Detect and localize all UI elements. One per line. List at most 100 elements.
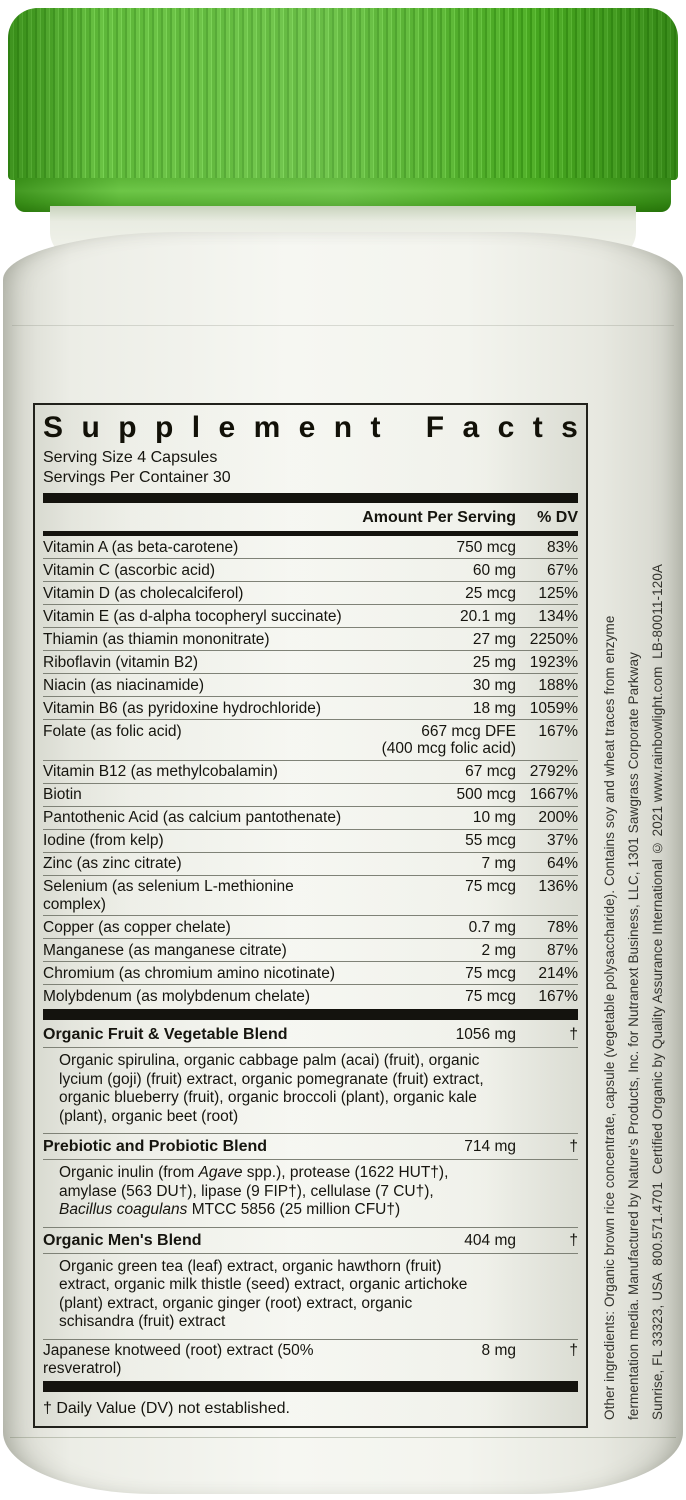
nutrient-row: Zinc (as zinc citrate) 7 mg 64% [43,851,578,875]
nutrient-amount: 30 mg [472,676,516,694]
nutrient-row: Vitamin E (as d-alpha tocopheryl succina… [43,604,578,627]
nutrient-dv: 214% [538,964,578,982]
title-letter: c [497,411,515,444]
nutrient-name: Pantothenic Acid (as calcium pantothenat… [43,809,342,826]
blend-sections: Organic Fruit & Vegetable Blend 1056 mg † O… [43,1022,578,1339]
nutrient-row: Selenium (as selenium L-methionine compl… [43,874,578,916]
blend-dv: † [569,1026,578,1043]
blend-dv: † [569,1231,578,1249]
nutrient-name: Vitamin A (as beta-carotene) [43,538,239,556]
nutrient-dv: 2250% [529,630,578,648]
nutrient-name: Vitamin B6 (as pyridoxine hydrochloride) [43,699,321,717]
nutrient-name: Molybdenum (as molybdenum chelate) [43,987,311,1005]
title-letter: S [43,411,64,444]
nutrient-dv: 67% [546,561,578,579]
title-letter: a [462,411,480,444]
nutrient-dv: 37% [546,832,578,849]
nutrient-amount: 8 mg [481,1342,516,1359]
nutrient-dv: 64% [546,855,578,872]
nutrient-dv: 1667% [529,786,578,803]
nutrient-name: Chromium (as chromium amino nicotinate) [43,964,336,982]
side-text-line: Sunrise, FL 33323, USA 800.571.4701 Cert… [650,563,665,1420]
nutrient-name: Niacin (as niacinamide) [43,676,205,694]
nutrient-name: Riboflavin (vitamin B2) [43,653,199,671]
nutrient-row: Iodine (from kelp) 55 mcg 37% [43,828,578,852]
bottle-shoulder-crease [12,325,674,326]
cap-ribbed-texture [8,8,678,180]
nutrient-dv: 2792% [529,763,578,780]
nutrient-row: Riboflavin (vitamin B2) 25 mg 1923% [43,650,578,673]
nutrient-dv: 1059% [529,699,578,717]
column-header-dv: % DV [537,509,578,526]
blend-desc-latin-name: Agave [198,1164,243,1181]
nutrient-name: Biotin [43,786,82,803]
nutrient-dv: 1923% [529,653,578,671]
nutrient-amount: 27 mg [472,630,516,648]
bottle-body [3,232,683,1494]
nutrient-name: Vitamin E (as d-alpha tocopheryl succina… [43,607,342,625]
blend-desc-text: Organic spirulina, organic cabbage palm … [59,1052,484,1125]
blend-name: Organic Fruit & Vegetable Blend [43,1026,288,1043]
nutrient-name: Vitamin D (as cholecalciferol) [43,584,244,602]
nutrient-amount: 667 mcg DFE (400 mcg folic acid) [381,722,516,758]
title-letter: e [298,411,316,444]
title-letter: u [81,411,100,444]
blend-desc-text: Organic green tea (leaf) extract, organi… [59,1257,468,1331]
title-letter: n [333,411,353,444]
nutrient-row: Biotin 500 mcg 1667% [43,782,578,806]
nutrient-dv: 83% [546,538,578,556]
side-ingredients-text: Other ingredients: Organic brown rice co… [598,396,669,1420]
title-letter: t [532,411,543,444]
nutrient-name: Selenium (as selenium L-methionine compl… [43,878,294,913]
nutrient-dv: 78% [546,918,578,936]
nutrient-dv: 188% [538,676,578,694]
blend-desc-latin-name: Bacillus coagulans [59,1201,188,1218]
title-letter: s [561,411,578,444]
bottle-cap [8,8,678,212]
title-letter: t [370,411,381,444]
nutrient-name: Copper (as copper chelate) [43,918,231,936]
blend-desc-text: spp.), protease (1622 HUT†), amylase (56… [59,1164,449,1200]
servings-per-container-text: Servings Per Container 30 [43,469,231,486]
side-text-line: Other ingredients: Organic brown rice co… [602,615,617,1420]
blend-header-row: Organic Men's Blend 404 mg † [43,1226,578,1254]
blend-amount: 1056 mg [455,1026,516,1043]
nutrient-row: Chromium (as chromium amino nicotinate) 7… [43,961,578,984]
blend-dv: † [569,1138,578,1155]
nutrient-amount: 0.7 mg [468,918,516,936]
nutrient-row: Vitamin C (ascorbic acid) 60 mg 67% [43,558,578,581]
nutrient-name: Iodine (from kelp) [43,832,164,849]
nutrient-row: Pantothenic Acid (as calcium pantothenat… [43,805,578,829]
nutrient-amount: 67 mcg [465,763,516,780]
nutrient-amount: 75 mcg [465,878,516,895]
nutrient-amount: 75 mcg [465,987,516,1005]
nutrient-row: Vitamin B6 (as pyridoxine hydrochloride)… [43,696,578,719]
nutrient-amount: 750 mcg [456,538,516,556]
title-letter [399,411,407,445]
nutrient-row: Thiamin (as thiamin mononitrate) 27 mg 225… [43,627,578,650]
nutrient-row: Vitamin D (as cholecalciferol) 25 mcg 125% [43,581,578,604]
divider-bar-thick-top [43,493,578,503]
blend-desc-text: MTCC 5856 (25 million CFU†) [187,1201,401,1218]
title-letter: m [253,411,281,444]
nutrient-dv: 125% [538,584,578,602]
nutrient-dv: 200% [538,809,578,826]
nutrient-row: Manganese (as manganese citrate) 2 mg 87% [43,938,578,961]
nutrient-amount: 75 mcg [465,964,516,982]
blend-description: Organic green tea (leaf) extract, organi… [43,1254,488,1339]
divider-bar-thick-bottom [43,1381,578,1392]
nutrient-name: Folate (as folic acid) [43,722,182,740]
nutrient-dv: 136% [538,878,578,895]
nutrient-row: Copper (as copper chelate) 0.7 mg 78% [43,915,578,938]
blend-description: Organic spirulina, organic cabbage palm … [43,1048,488,1133]
nutrient-row: Niacin (as niacinamide) 30 mg 188% [43,673,578,696]
nutrient-name: Japanese knotweed (root) extract (50% re… [43,1342,314,1377]
blend-header-row: Organic Fruit & Vegetable Blend 1056 mg † [43,1022,578,1048]
dv-footnote: † Daily Value (DV) not established. [43,1400,290,1417]
blend-desc-text: Organic inulin (from [59,1164,199,1181]
nutrient-amount: 55 mcg [465,832,516,849]
nutrient-amount: 500 mcg [456,786,516,803]
